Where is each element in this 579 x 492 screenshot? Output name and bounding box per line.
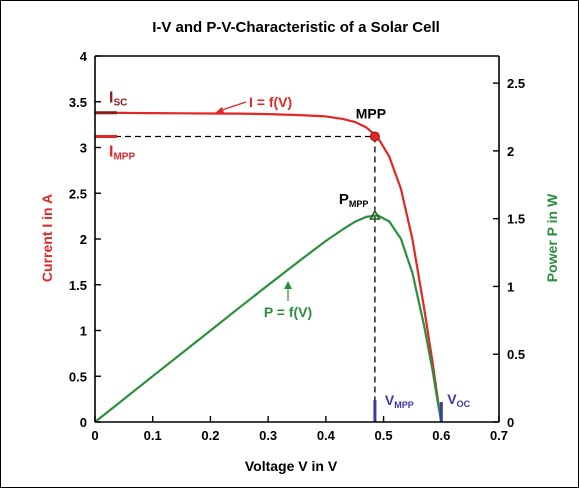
x-tick-label: 0.4 [317,428,336,443]
x-tick-label: 0.2 [201,428,219,443]
pmpp-label: PMPP [339,191,369,209]
mpp-label: MPP [356,106,386,122]
y-left-tick-label: 2 [80,232,87,247]
vmpp-label: VMPP [385,392,414,410]
mpp-point [369,131,380,142]
impp-label: IMPP [109,144,135,163]
y-left-tick-label: 1 [80,324,87,339]
y-right-tick-label: 2 [507,144,514,159]
y-right-tick-label: 1 [507,279,514,294]
x-tick-label: 0.3 [259,428,277,443]
y-left-tick-label: 0.5 [69,369,87,384]
p-curve-label: P = f(V) [264,304,312,320]
y-left-tick-label: 1.5 [69,278,87,293]
y-left-tick-label: 4 [80,49,88,64]
isc-label: ISC [109,90,127,109]
y-axis-left-label: Current I in A [39,194,55,282]
x-tick-label: 0 [91,428,98,443]
y-left-tick-label: 2.5 [69,186,87,201]
power-curve [94,214,443,423]
y-left-tick-label: 0 [80,415,87,430]
y-left-tick-label: 3 [80,141,87,156]
y-right-tick-label: 0 [507,415,514,430]
y-right-tick-label: 0.5 [507,347,525,362]
x-tick-label: 0.5 [375,428,393,443]
x-axis-label: Voltage V in V [245,458,338,474]
i-curve-arrow-head [215,107,224,113]
voc-label: VOC [447,391,470,409]
y-right-tick-label: 2.5 [507,76,525,91]
i-curve-arrow-line [218,101,247,112]
y-right-tick-label: 1.5 [507,212,525,227]
current-curve [94,111,443,423]
y-left-tick-label: 3.5 [69,95,87,110]
pmpp-point [369,209,381,220]
chart-title: I-V and P-V-Characteristic of a Solar Ce… [152,19,440,36]
i-curve-label: I = f(V) [249,94,292,110]
axes [94,55,500,423]
y-axis-right-label: Power P in W [544,193,560,282]
x-tick-label: 0.1 [144,428,162,443]
x-tick-label: 0.6 [432,428,450,443]
p-curve-arrow-head [284,281,292,289]
x-tick-label: 0.7 [490,428,508,443]
